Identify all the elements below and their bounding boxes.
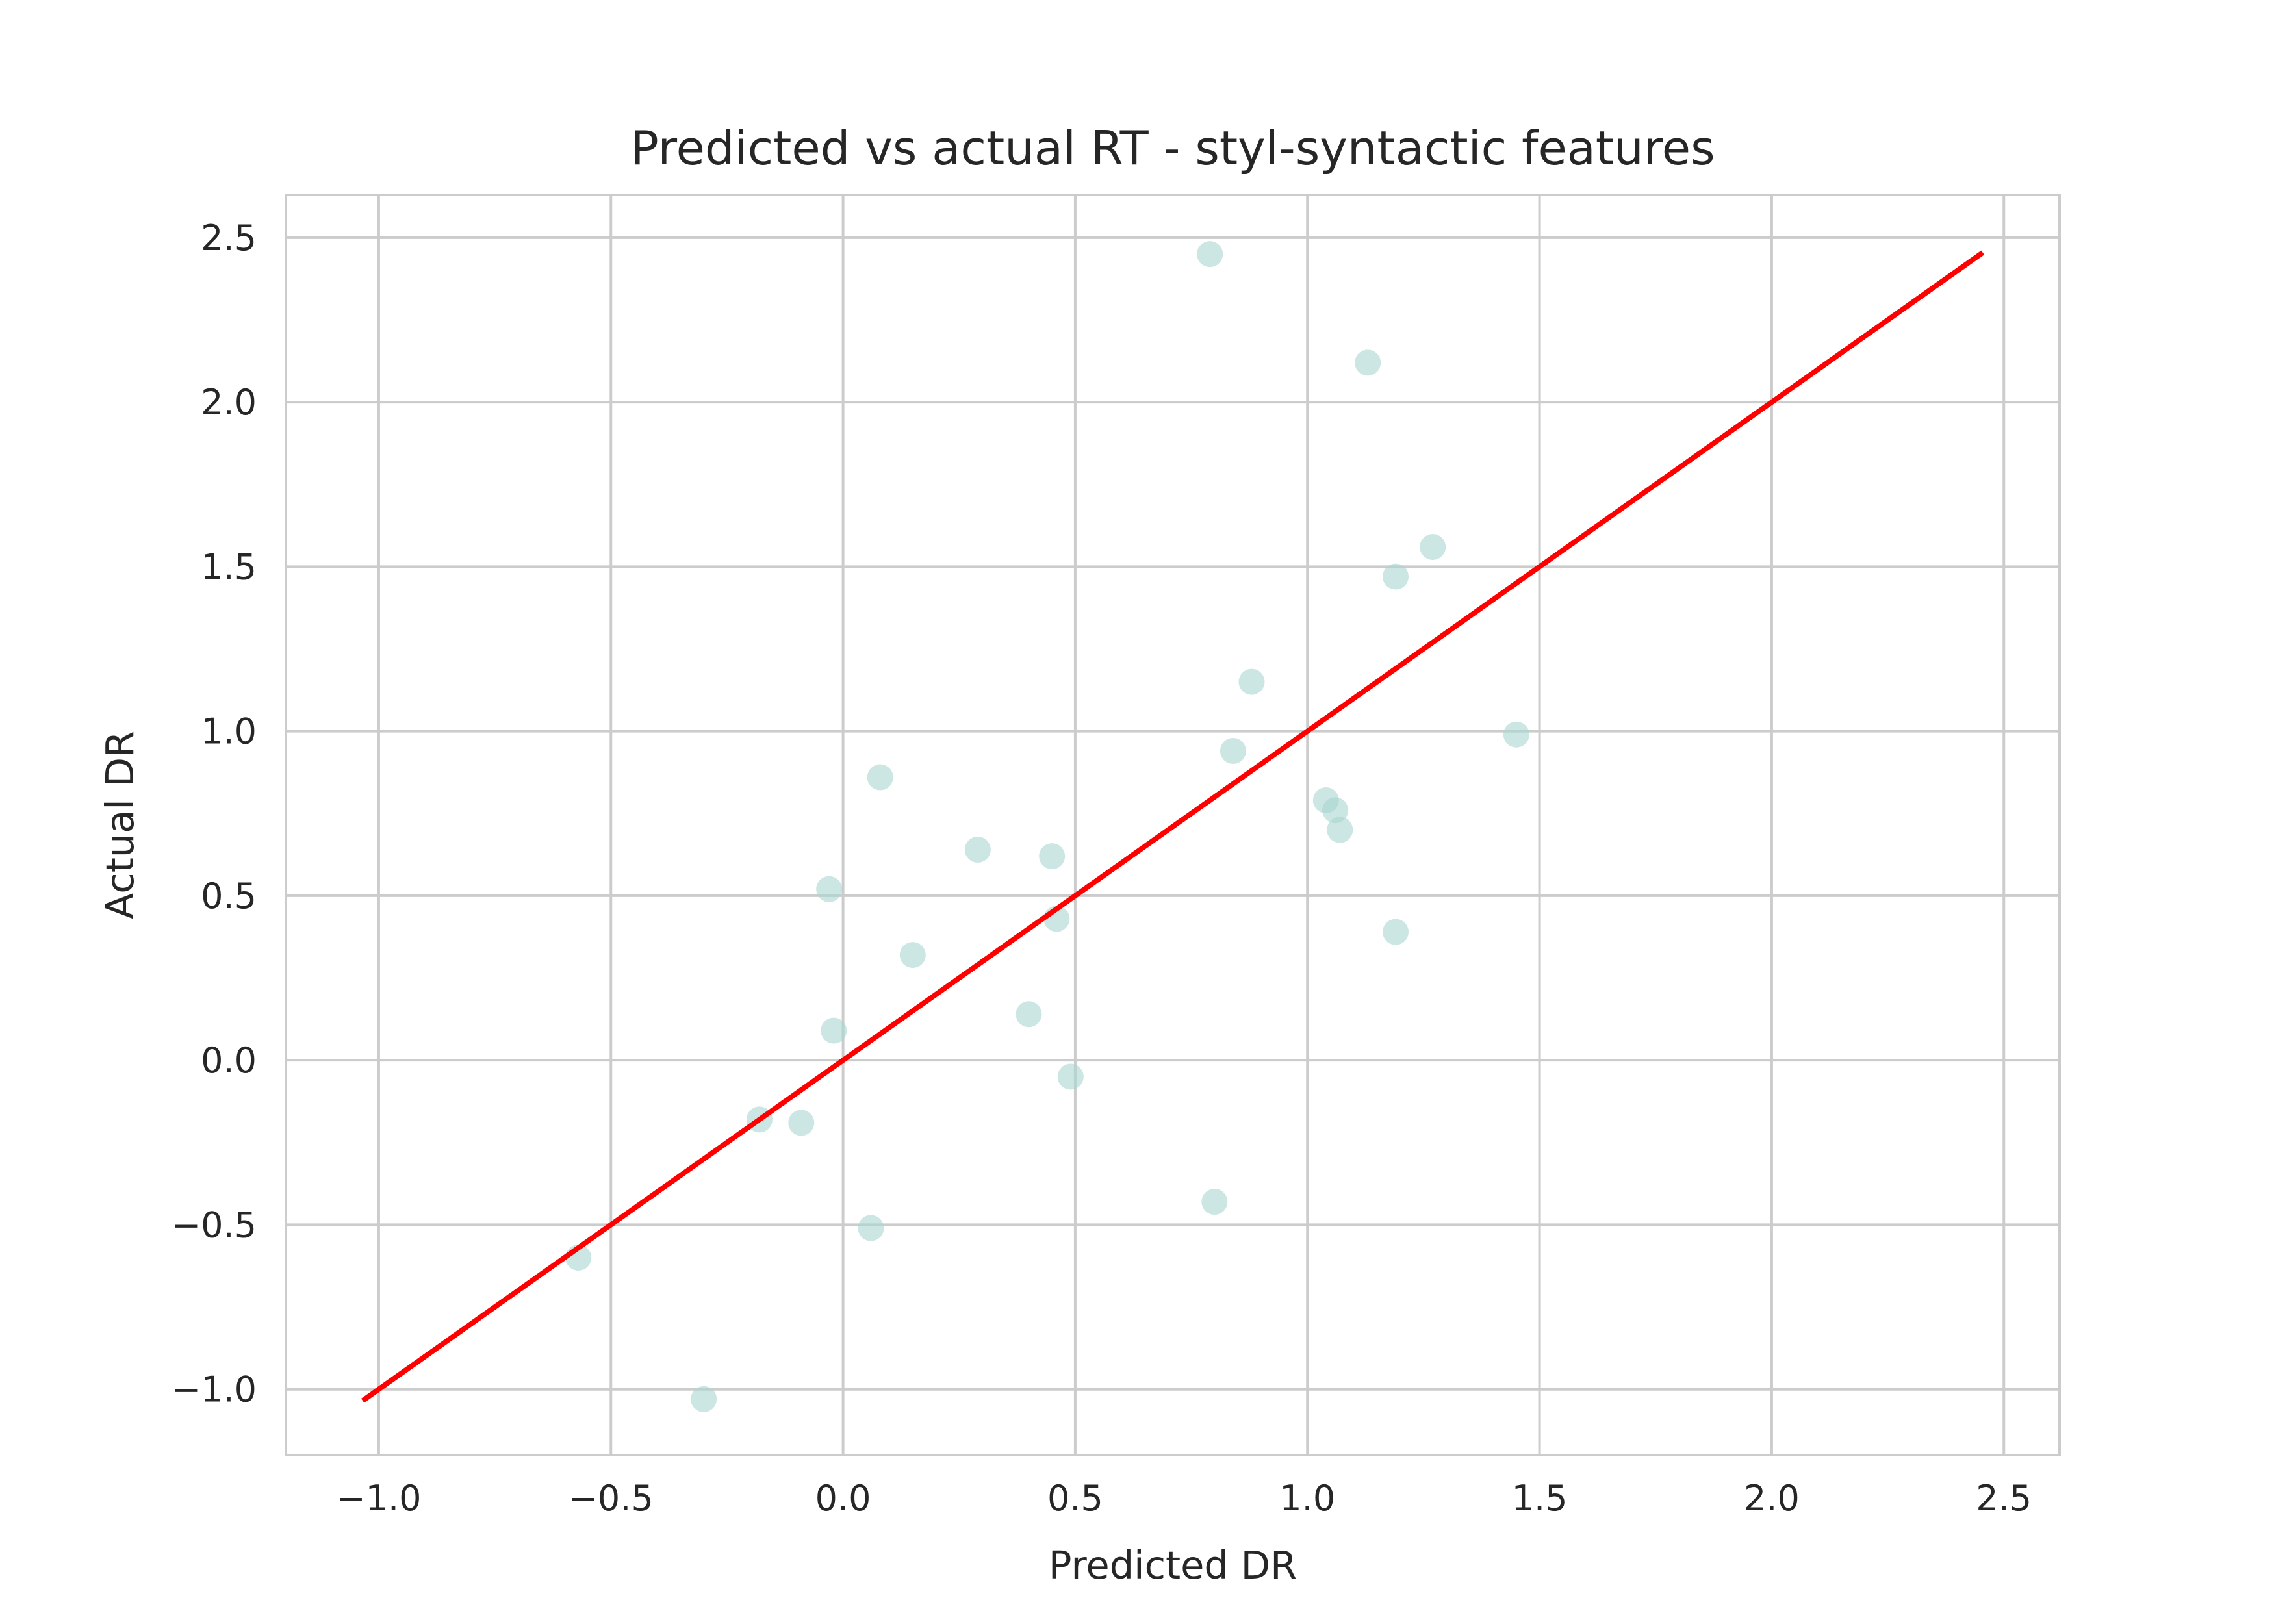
data-point-25 — [691, 1386, 717, 1412]
data-point-17 — [1016, 1001, 1042, 1028]
data-point-21 — [788, 1110, 815, 1136]
plot-border — [285, 194, 2061, 1456]
x-axis-label: Predicted DR — [1049, 1543, 1297, 1588]
data-point-1 — [1355, 349, 1381, 376]
data-point-10 — [1327, 817, 1353, 843]
data-point-11 — [964, 836, 991, 863]
x-tick-label-7: 2.5 — [1976, 1478, 2032, 1519]
x-tick-labels: −1.0 −0.5 0.0 0.5 1.0 1.5 2.0 2.5 — [336, 1478, 2032, 1519]
data-point-16 — [899, 942, 926, 969]
data-point-6 — [1220, 738, 1246, 765]
y-tick-labels: −1.0 −0.5 0.0 0.5 1.0 1.5 2.0 2.5 — [172, 218, 257, 1410]
data-point-15 — [1383, 919, 1409, 945]
y-tick-label-0: −1.0 — [172, 1369, 257, 1410]
data-point-2 — [1420, 533, 1446, 560]
grid-lines — [286, 195, 2060, 1455]
data-point-23 — [858, 1215, 884, 1241]
x-tick-label-3: 0.5 — [1047, 1478, 1103, 1519]
data-point-13 — [816, 876, 843, 902]
data-point-0 — [1197, 241, 1223, 268]
data-point-19 — [1057, 1063, 1084, 1090]
scatter-points — [565, 241, 1529, 1412]
y-tick-label-1: −0.5 — [172, 1204, 257, 1245]
data-point-3 — [1383, 563, 1409, 590]
y-tick-label-6: 2.0 — [201, 382, 257, 423]
data-point-9 — [1322, 797, 1349, 824]
x-tick-label-6: 2.0 — [1744, 1478, 1800, 1519]
chart-title: Predicted vs actual RT - styl-syntactic … — [630, 121, 1715, 175]
data-point-12 — [1039, 843, 1066, 870]
x-tick-label-0: −1.0 — [336, 1478, 421, 1519]
x-tick-label-5: 1.5 — [1512, 1478, 1568, 1519]
x-tick-label-1: −0.5 — [568, 1478, 654, 1519]
y-tick-label-2: 0.0 — [201, 1040, 257, 1081]
y-tick-label-4: 1.0 — [201, 711, 257, 752]
x-tick-label-2: 0.0 — [815, 1478, 871, 1519]
identity-line — [361, 250, 1985, 1403]
y-tick-label-5: 1.5 — [201, 546, 257, 587]
data-point-18 — [821, 1017, 847, 1044]
data-point-5 — [1503, 721, 1529, 748]
plot-frame — [285, 194, 2061, 1456]
data-point-7 — [867, 764, 893, 791]
data-point-22 — [1201, 1188, 1228, 1215]
data-point-4 — [1238, 668, 1265, 695]
y-tick-label-3: 0.5 — [201, 876, 257, 917]
reference-line — [361, 250, 1985, 1403]
y-axis-label: Actual DR — [97, 731, 142, 919]
y-tick-label-7: 2.5 — [201, 218, 257, 259]
x-tick-label-4: 1.0 — [1279, 1478, 1335, 1519]
